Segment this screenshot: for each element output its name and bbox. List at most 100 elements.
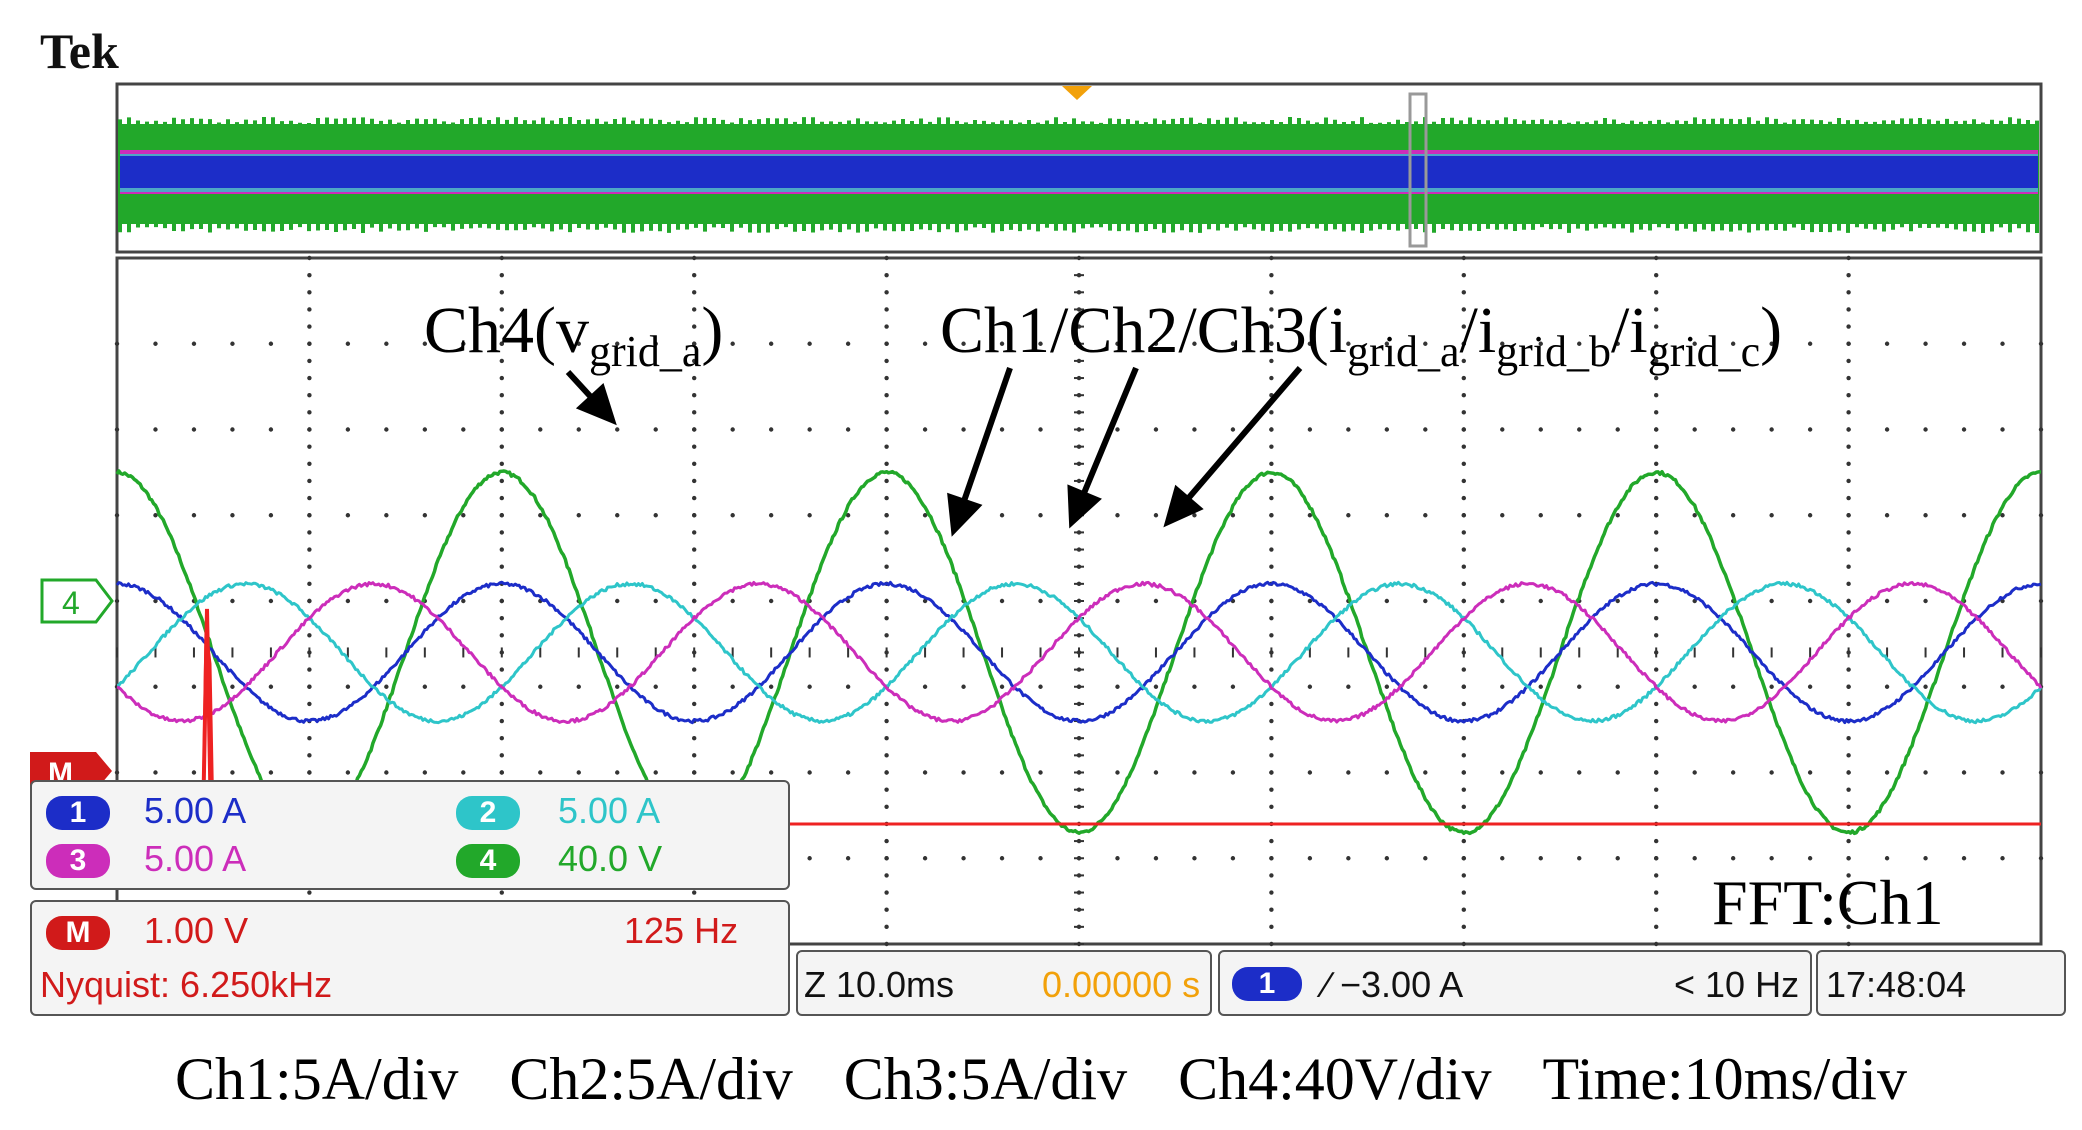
grid-dot: [191, 341, 197, 346]
grid-dot: [1730, 684, 1736, 689]
grid-dot: [884, 718, 889, 724]
grid-dot: [1692, 770, 1697, 775]
grid-dot: [1269, 530, 1274, 535]
math-readout-panel[interactable]: M 1.00 V 125 Hz Nyquist: 6.250kHz: [30, 900, 790, 1016]
grid-dot: [1846, 924, 1851, 930]
grid-dot: [153, 598, 158, 604]
grid-dot: [884, 393, 889, 398]
trigger-level: ∕ −3.00 A: [1324, 964, 1464, 1005]
grid-dot: [1461, 547, 1467, 552]
grid-dot: [1461, 736, 1467, 741]
grid-dot: [692, 427, 697, 432]
grid-dot: [1307, 427, 1313, 432]
grid-dot: [1577, 513, 1582, 518]
grid-dot: [1961, 427, 1967, 432]
grid-dot: [307, 530, 312, 535]
grid-dot: [1115, 856, 1120, 861]
grid-dot: [1654, 633, 1659, 638]
grid-dot: [884, 598, 889, 604]
grid-dot: [345, 513, 351, 518]
grid-dot: [1461, 255, 1467, 261]
grid-dot: [499, 410, 504, 415]
grid-dot: [1538, 427, 1543, 432]
ch2-badge[interactable]: 2: [456, 796, 520, 830]
caption-ch2: Ch2:5A/div: [509, 1046, 793, 1112]
grid-dot: [1654, 736, 1659, 741]
grid-dot: [499, 324, 504, 329]
trigger-source-badge[interactable]: 1: [1232, 967, 1302, 1001]
grid-dot: [1846, 581, 1851, 587]
grid-dot: [1461, 856, 1467, 861]
grid-dot: [2000, 856, 2005, 861]
grid-dot: [1846, 598, 1851, 604]
grid-dot: [499, 718, 504, 724]
grid-dot: [1654, 701, 1659, 707]
grid-dot: [1846, 341, 1851, 346]
arrow-ch2: [1067, 366, 1139, 529]
grid-dot: [1269, 307, 1274, 312]
grid-dot: [1846, 856, 1851, 861]
grid-dot: [615, 341, 620, 346]
grid-dot: [191, 770, 197, 775]
grid-dot: [114, 770, 120, 775]
grid-dot: [1654, 907, 1659, 912]
grid-dot: [307, 770, 312, 775]
grid-dot: [845, 341, 851, 346]
grid-dot: [1846, 838, 1851, 844]
grid-dot: [1615, 427, 1620, 432]
grid-dot: [1461, 581, 1467, 587]
grid-dot: [461, 598, 466, 604]
ch3-badge[interactable]: 3: [46, 844, 110, 878]
grid-dot: [1884, 598, 1890, 604]
grid-dot: [1461, 444, 1467, 449]
grid-dot: [884, 804, 889, 809]
grid-dot: [307, 513, 312, 518]
grid-dot: [884, 290, 889, 295]
grid-dot: [1153, 341, 1159, 346]
channel-readout-panel[interactable]: 1 5.00 A 2 5.00 A 3 5.00 A 4 40.0 V: [30, 780, 790, 890]
ch4-badge[interactable]: 4: [456, 844, 520, 878]
grid-dot: [461, 513, 466, 518]
grid-dot: [1461, 787, 1467, 792]
ch4-ground-marker[interactable]: 4: [40, 578, 114, 624]
grid-dot: [884, 375, 889, 381]
grid-dot: [153, 341, 158, 346]
grid-dot: [1307, 598, 1313, 604]
grid-dot: [768, 770, 774, 775]
grid-dot: [1230, 513, 1236, 518]
grid-dot: [1384, 341, 1390, 346]
grid-dot: [1654, 856, 1659, 861]
grid-dot: [1038, 598, 1043, 604]
grid-dot: [1577, 856, 1582, 861]
timebase-panel[interactable]: Z 10.0ms 0.00000 s: [796, 950, 1212, 1016]
grid-dot: [884, 341, 889, 346]
grid-dot: [1038, 341, 1043, 346]
grid-dot: [499, 478, 504, 484]
grid-dot: [692, 890, 697, 895]
grid-dot: [1654, 547, 1659, 552]
grid-dot: [615, 427, 620, 432]
ch1-badge[interactable]: 1: [46, 796, 110, 830]
grid-dot: [1269, 341, 1274, 346]
grid-dot: [730, 427, 735, 432]
grid-dot: [1500, 684, 1505, 689]
grid-dot: [1692, 341, 1697, 346]
grid-dot: [114, 513, 120, 518]
grid-dot: [1461, 358, 1467, 364]
grid-dot: [1038, 513, 1043, 518]
grid-dot: [1654, 444, 1659, 449]
grid-dot: [845, 427, 851, 432]
grid-dot: [1153, 598, 1159, 604]
grid-dot: [1230, 856, 1236, 861]
grid-dot: [1423, 513, 1428, 518]
grid-dot: [1538, 856, 1543, 861]
caption-ch1: Ch1:5A/div: [175, 1046, 459, 1112]
math-badge[interactable]: M: [46, 916, 110, 950]
grid-dot: [538, 684, 543, 689]
grid-dot: [1269, 736, 1274, 741]
grid-dot: [999, 770, 1005, 775]
grid-dot: [1461, 324, 1467, 329]
grid-dot: [2038, 856, 2044, 861]
trigger-panel[interactable]: 1 ∕ −3.00 A < 10 Hz: [1218, 950, 1812, 1016]
grid-dot: [499, 358, 504, 364]
